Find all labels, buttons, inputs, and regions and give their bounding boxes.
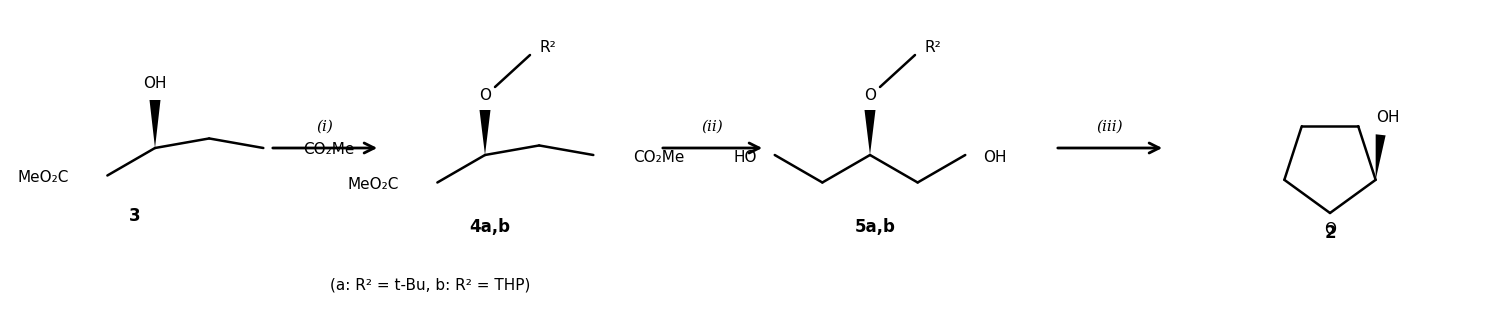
Text: CO₂Me: CO₂Me: [633, 150, 684, 165]
Text: OH: OH: [983, 150, 1007, 165]
Text: 5a,b: 5a,b: [854, 218, 895, 236]
Polygon shape: [149, 100, 161, 148]
Text: O: O: [479, 88, 491, 102]
Text: CO₂Me: CO₂Me: [303, 142, 354, 157]
Polygon shape: [479, 110, 490, 155]
Text: O: O: [1325, 222, 1337, 237]
Text: (i): (i): [316, 120, 333, 134]
Text: R²: R²: [925, 39, 942, 54]
Text: (a: R² = t-Bu, b: R² = THP): (a: R² = t-Bu, b: R² = THP): [330, 278, 530, 293]
Text: R²: R²: [540, 39, 556, 54]
Text: MeO₂C: MeO₂C: [348, 177, 399, 192]
Text: HO: HO: [734, 150, 757, 165]
Text: 3: 3: [130, 207, 140, 225]
Text: 2: 2: [1325, 224, 1335, 242]
Text: (iii): (iii): [1097, 120, 1123, 134]
Text: O: O: [864, 88, 876, 102]
Text: (ii): (ii): [702, 120, 723, 134]
Text: MeO₂C: MeO₂C: [18, 170, 69, 185]
Text: OH: OH: [143, 75, 167, 90]
Polygon shape: [1376, 134, 1385, 180]
Text: 4a,b: 4a,b: [470, 218, 511, 236]
Text: OH: OH: [1376, 110, 1400, 125]
Polygon shape: [865, 110, 876, 155]
